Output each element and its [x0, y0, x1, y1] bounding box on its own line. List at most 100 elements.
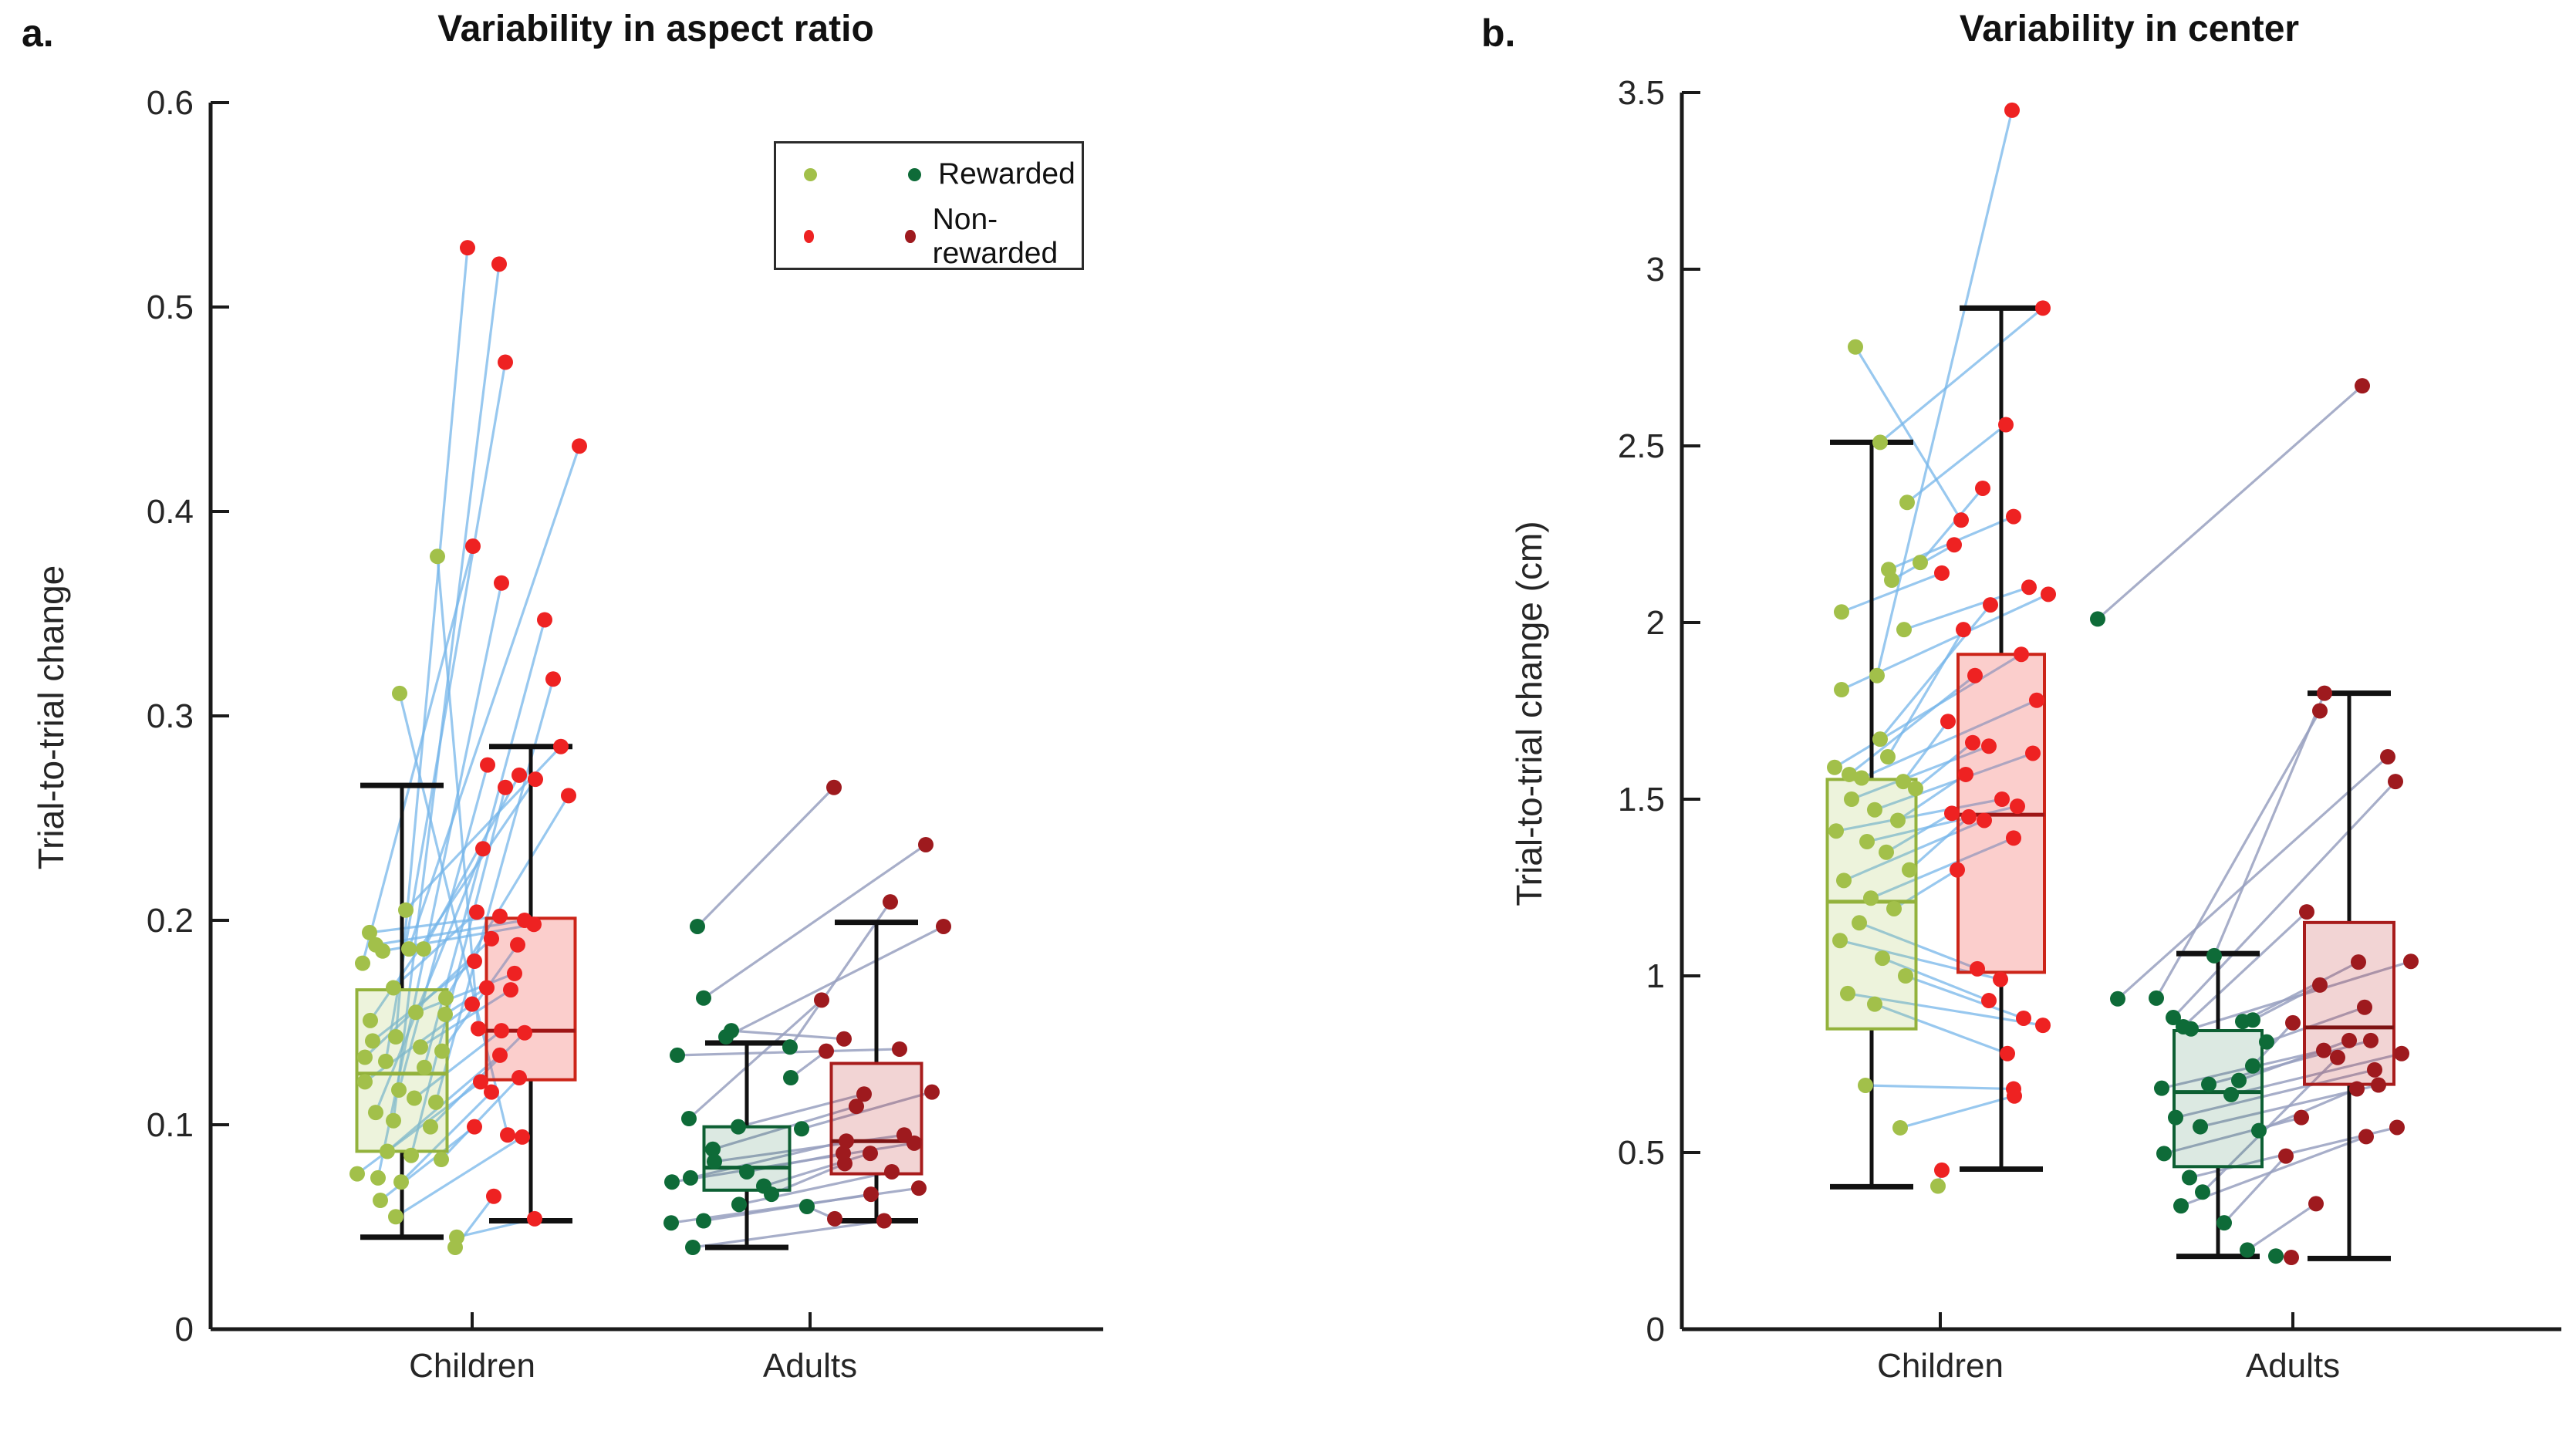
point-rewarded [664, 1174, 680, 1190]
pair-line [763, 1152, 871, 1188]
point-rewarded [683, 1169, 698, 1186]
legend-dot-non-rewarded-adults [905, 230, 916, 244]
point-non-rewarded [1934, 1162, 1950, 1178]
point-non-rewarded [2363, 1032, 2378, 1048]
pair-line [2116, 755, 2389, 1000]
pair-line [1834, 653, 2022, 769]
point-non-rewarded [2035, 1018, 2051, 1034]
point-rewarded [2110, 991, 2125, 1007]
point-non-rewarded [2355, 378, 2370, 394]
point-non-rewarded [1998, 417, 2014, 433]
point-rewarded [1842, 766, 1857, 782]
point-non-rewarded [492, 1047, 508, 1063]
point-rewarded [690, 918, 705, 934]
legend-label-rewarded: Rewarded [938, 157, 1075, 191]
point-non-rewarded [2021, 579, 2037, 596]
point-non-rewarded [503, 982, 518, 998]
point-non-rewarded [936, 918, 951, 934]
point-non-rewarded [1944, 805, 1960, 822]
pair-line [374, 848, 484, 1113]
point-rewarded [1890, 812, 1906, 829]
pair-line [1851, 744, 1990, 801]
pair-line [2247, 1203, 2317, 1251]
pair-line [788, 901, 892, 1048]
pair-line [2175, 1068, 2375, 1119]
pair-line [1870, 836, 2014, 899]
point-rewarded [1836, 872, 1852, 889]
point-non-rewarded [2041, 586, 2056, 602]
point-rewarded [423, 1119, 438, 1135]
point-non-rewarded [537, 612, 552, 628]
y-tick-label: 0.2 [147, 902, 194, 940]
point-rewarded [434, 1043, 450, 1059]
point-non-rewarded [561, 788, 576, 804]
pair-line [380, 1126, 475, 1202]
point-rewarded [724, 1023, 739, 1039]
point-rewarded [2240, 1242, 2255, 1258]
point-rewarded [2149, 990, 2164, 1006]
x-tick-label: Children [1877, 1347, 2004, 1385]
point-rewarded [731, 1119, 746, 1135]
point-rewarded [447, 1240, 463, 1255]
point-rewarded [373, 1193, 388, 1209]
point-rewarded [1879, 844, 1894, 860]
point-non-rewarded [2014, 646, 2029, 663]
pair-line [2172, 781, 2397, 1019]
point-non-rewarded [2312, 703, 2328, 719]
point-non-rewarded [484, 930, 499, 947]
point-non-rewarded [486, 1188, 501, 1204]
point-non-rewarded [2367, 1061, 2382, 1078]
point-non-rewarded [836, 1031, 852, 1047]
point-non-rewarded [1981, 738, 1997, 754]
panel-b-title: Variability in center [1959, 8, 2300, 49]
y-tick-label: 0.6 [147, 84, 194, 122]
point-rewarded [1828, 823, 1844, 839]
point-non-rewarded [2358, 1129, 2374, 1145]
point-rewarded [705, 1141, 721, 1157]
point-rewarded [2193, 1119, 2208, 1135]
pair-line [1835, 798, 2003, 832]
pair-line [1879, 604, 1992, 741]
point-non-rewarded [511, 1070, 527, 1086]
point-rewarded [1902, 862, 1917, 878]
pair-line [1902, 721, 1950, 783]
point-rewarded [663, 1215, 679, 1231]
point-rewarded [1869, 667, 1885, 683]
point-non-rewarded [2403, 953, 2419, 970]
point-rewarded [2251, 1122, 2267, 1139]
panel-a-label: a. [22, 12, 54, 55]
point-non-rewarded [906, 1135, 922, 1151]
point-rewarded [407, 1090, 422, 1106]
point-rewarded [670, 1047, 685, 1063]
pair-line [2182, 910, 2308, 1028]
pair-line [376, 582, 503, 1179]
point-rewarded [1863, 890, 1879, 906]
point-rewarded [434, 1152, 449, 1168]
point-non-rewarded [1953, 512, 1969, 528]
point-non-rewarded [911, 1180, 927, 1196]
point-rewarded [1899, 494, 1915, 511]
pair-line [397, 764, 489, 1091]
point-non-rewarded [2371, 1077, 2386, 1093]
pair-line [395, 1136, 523, 1218]
point-rewarded [1854, 770, 1869, 786]
pair-line [361, 545, 474, 964]
point-rewarded [1913, 555, 1928, 571]
point-rewarded [437, 1006, 453, 1022]
point-rewarded [386, 980, 401, 996]
point-non-rewarded [1950, 862, 1965, 878]
point-rewarded [1880, 749, 1896, 765]
pair-line [407, 445, 581, 950]
point-non-rewarded [2294, 1109, 2309, 1126]
point-rewarded [1834, 604, 1849, 620]
point-rewarded [685, 1240, 701, 1255]
point-rewarded [413, 1039, 428, 1055]
point-non-rewarded [510, 937, 525, 953]
panel-b-label: b. [1481, 12, 1516, 55]
point-non-rewarded [473, 1074, 488, 1090]
point-rewarded [2216, 1215, 2232, 1231]
point-rewarded [782, 1039, 798, 1055]
point-non-rewarded [883, 894, 898, 910]
point-non-rewarded [479, 980, 495, 996]
point-non-rewarded [827, 1210, 842, 1227]
